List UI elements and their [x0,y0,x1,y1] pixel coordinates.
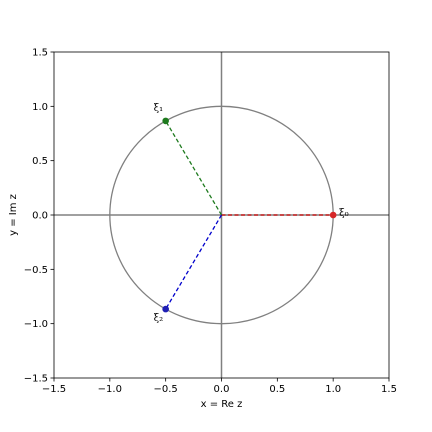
x-tick-label-2: −0.5 [154,384,178,395]
x-ticks: −1.5 −1.0 −0.5 0.0 0.5 1.0 1.5 [42,378,397,395]
x-axis-label: x = Re z [201,399,243,410]
point-labels-layer: ξ₀ ξ₁ ξ₂ [154,103,349,324]
y-ticks: −1.5 −1.0 −0.5 0.0 0.5 1.0 1.5 [24,48,54,385]
x-tick-label-6: 1.5 [381,384,397,395]
y-tick-label-5: 1.0 [32,102,48,113]
y-tick-label-6: 1.5 [32,48,48,59]
y-tick-label-3: 0.0 [32,211,48,222]
point-label-0: ξ₀ [339,208,349,219]
segment-2 [165,214,223,310]
points-layer [162,117,337,313]
point-2 [162,305,169,313]
point-0 [329,211,337,219]
point-label-2: ξ₂ [154,313,164,324]
segments-layer [165,120,334,310]
x-tick-label-4: 0.5 [269,384,285,395]
point-1 [162,117,169,125]
y-tick-label-2: −0.5 [24,265,48,276]
y-tick-label-0: −1.5 [24,374,48,385]
x-tick-label-1: −1.0 [98,384,122,395]
y-axis-label: y = Im z [8,194,19,236]
x-tick-label-0: −1.5 [42,384,66,395]
y-tick-label-4: 0.5 [32,156,48,167]
x-tick-label-3: 0.0 [214,384,230,395]
x-tick-label-5: 1.0 [325,384,341,395]
point-label-1: ξ₁ [154,103,164,114]
y-tick-label-1: −1.0 [24,319,48,330]
segment-1 [165,120,223,216]
